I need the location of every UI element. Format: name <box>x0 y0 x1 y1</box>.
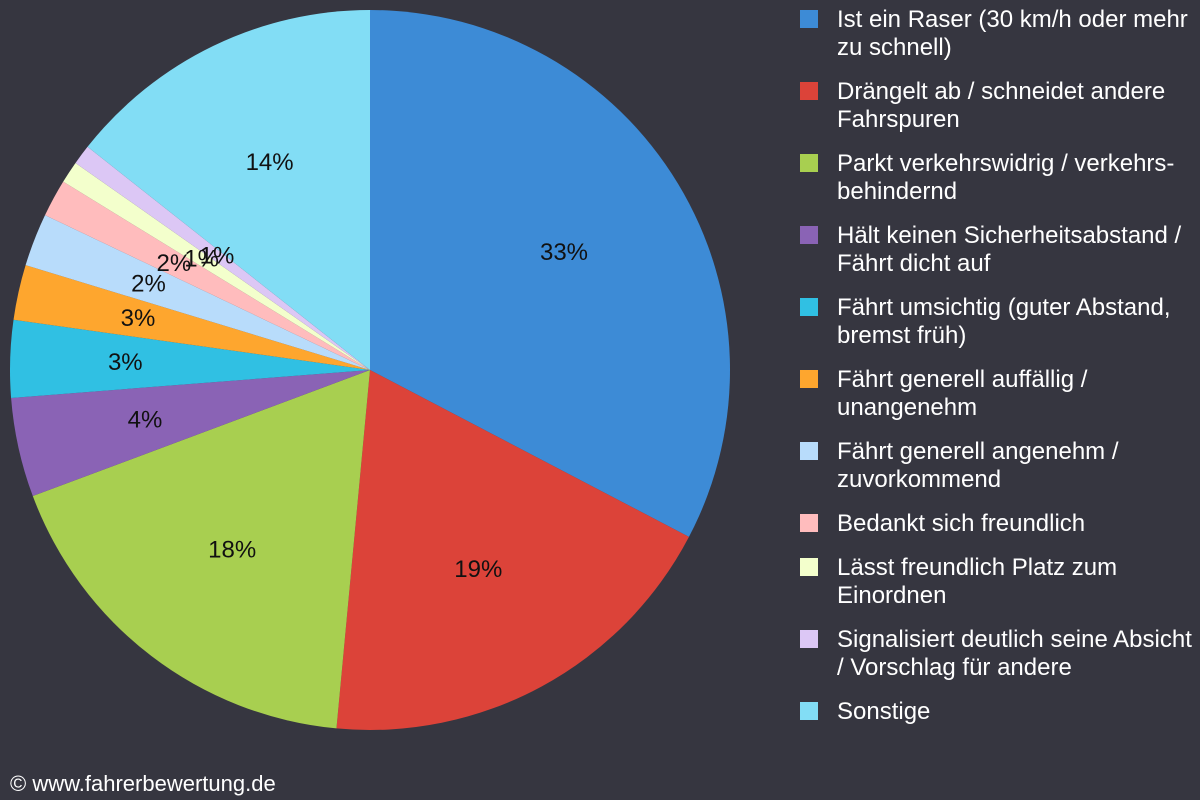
legend-label: Drängelt ab / schneidet andere Fahrspure… <box>837 78 1166 133</box>
legend-item: Fährt generell auffällig / unangenehm <box>800 366 1196 422</box>
legend-label: Parkt verkehrswidrig / verkehrs-behinder… <box>837 150 1175 205</box>
legend-item: Lässt freundlich Platz zum Einordnen <box>800 554 1196 610</box>
legend-label: Bedankt sich freundlich <box>837 510 1086 537</box>
legend-label: Sonstige <box>837 698 931 725</box>
pie-slice <box>75 146 370 370</box>
pie-slice <box>11 370 371 497</box>
legend-label: Signalisiert deutlich seine Absicht / Vo… <box>837 626 1192 681</box>
legend-item: Parkt verkehrswidrig / verkehrs-behinder… <box>800 150 1196 206</box>
legend-item: Fährt umsichtig (guter Abstand, bremst f… <box>800 294 1196 350</box>
slice-value-label: 14% <box>246 149 294 176</box>
legend-swatch <box>800 82 818 100</box>
legend-item: Hält keinen Sicherheitsabstand / Fährt d… <box>800 222 1196 278</box>
legend-item: Drängelt ab / schneidet andere Fahrspure… <box>800 78 1196 134</box>
pie-slice <box>45 181 370 370</box>
slice-value-label: 3% <box>121 305 156 332</box>
legend-item: Sonstige <box>800 698 1196 726</box>
copyright-notice: © www.fahrerbewertung.de <box>10 771 276 796</box>
pie-slice <box>87 10 371 370</box>
legend-item: Fährt generell angenehm / zuvorkommend <box>800 438 1196 494</box>
legend-label: Fährt umsichtig (guter Abstand, bremst f… <box>837 294 1171 349</box>
legend-label: Ist ein Raser (30 km/h oder mehr zu schn… <box>837 6 1188 61</box>
slice-value-label: 33% <box>540 239 588 266</box>
pie-slice <box>370 10 730 537</box>
slice-value-label: 3% <box>108 349 143 376</box>
legend-item: Ist ein Raser (30 km/h oder mehr zu schn… <box>800 6 1196 62</box>
slice-value-label: 1% <box>200 242 235 269</box>
legend-swatch <box>800 298 818 316</box>
legend-swatch <box>800 370 818 388</box>
legend-item: Signalisiert deutlich seine Absicht / Vo… <box>800 626 1196 682</box>
pie-slice <box>63 162 370 370</box>
slice-value-label: 18% <box>208 537 256 564</box>
legend-label: Fährt generell angenehm / zuvorkommend <box>837 438 1119 493</box>
slice-labels: 33%19%18%4%3%3%2%2%1%1%14% <box>108 149 588 583</box>
legend-item: Bedankt sich freundlich <box>800 510 1196 538</box>
legend-swatch <box>800 702 818 720</box>
pie-slice <box>13 265 371 370</box>
legend-swatch <box>800 442 818 460</box>
legend-label: Lässt freundlich Platz zum Einordnen <box>837 554 1118 609</box>
pie-slice <box>32 370 370 729</box>
legend-swatch <box>800 630 818 648</box>
slice-value-label: 4% <box>128 406 163 433</box>
pie-slice <box>25 215 370 370</box>
pie-slice <box>336 370 689 730</box>
legend-swatch <box>800 514 818 532</box>
slice-value-label: 1% <box>184 246 219 273</box>
legend-swatch <box>800 154 818 172</box>
slice-value-label: 19% <box>454 556 502 583</box>
legend-swatch <box>800 226 818 244</box>
legend: Ist ein Raser (30 km/h oder mehr zu schn… <box>800 6 1196 742</box>
slice-value-label: 2% <box>131 271 166 298</box>
legend-label: Hält keinen Sicherheitsabstand / Fährt d… <box>837 222 1182 277</box>
slice-value-label: 2% <box>157 250 192 277</box>
legend-swatch <box>800 558 818 576</box>
legend-label: Fährt generell auffällig / unangenehm <box>837 366 1088 421</box>
pie-slice <box>10 319 371 398</box>
pie-chart: 33%19%18%4%3%3%2%2%1%1%14% <box>10 10 730 730</box>
legend-swatch <box>800 10 818 28</box>
